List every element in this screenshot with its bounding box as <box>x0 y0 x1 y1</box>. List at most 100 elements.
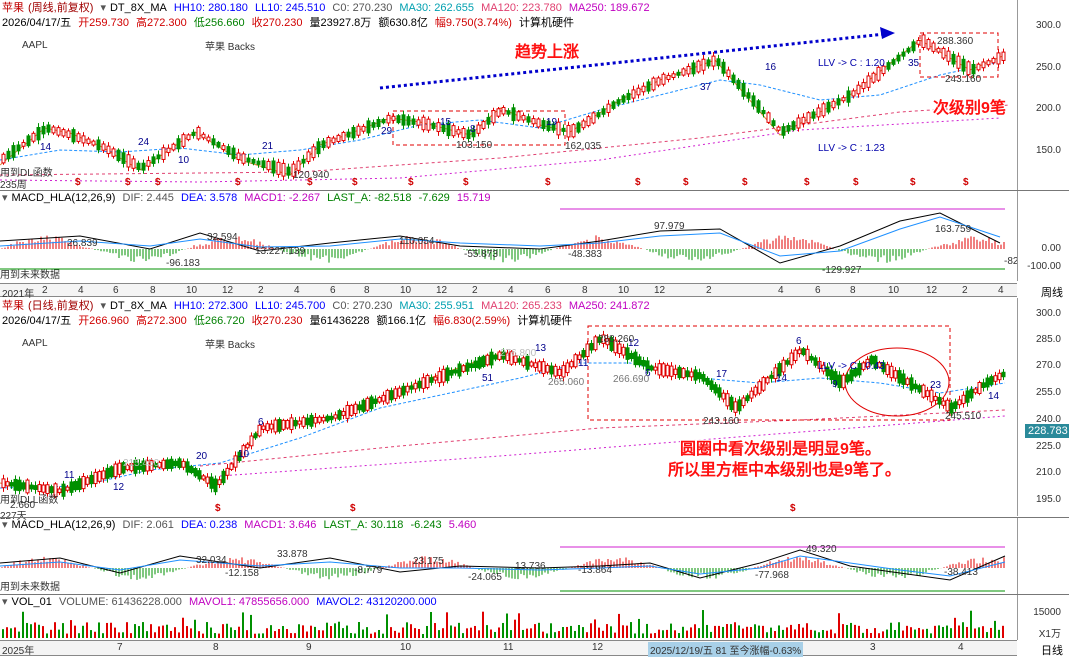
candle <box>31 132 36 142</box>
candle <box>381 394 386 402</box>
weekly-price-panel[interactable]: 苹果 (周线,前复权) ▾ DT_8X_MA HH10: 280.180 LL10:… <box>0 0 1069 191</box>
volume-bar <box>894 629 896 638</box>
volume-bar <box>58 629 60 638</box>
candle <box>817 360 822 369</box>
volume-bar <box>970 610 972 638</box>
candle <box>25 479 30 494</box>
dropdown-icon[interactable]: ▾ <box>2 519 8 531</box>
volume-bar <box>338 621 340 638</box>
y-tick: 285.0 <box>1035 334 1061 345</box>
candle <box>957 399 962 406</box>
candle <box>425 374 430 389</box>
candle <box>931 42 936 52</box>
daily-macd-axis[interactable] <box>1017 518 1069 594</box>
volume-bar <box>738 625 740 638</box>
volume-bar <box>290 633 292 638</box>
volume-bar <box>570 625 572 638</box>
candle <box>197 470 202 480</box>
candle <box>851 90 856 97</box>
dropdown-icon[interactable]: ▾ <box>2 596 8 608</box>
candle <box>261 425 266 430</box>
candle <box>57 488 62 493</box>
candle <box>211 138 216 146</box>
candle <box>451 125 456 137</box>
daily-price-panel[interactable]: 苹果 (日线,前复权) ▾ DT_8X_MA HH10: 272.300 LL10:… <box>0 298 1069 522</box>
y-tick: 255.0 <box>1035 387 1061 398</box>
daily-price-axis[interactable]: 300.0 285.0 270.0 255.0 240.0 225.0 210.… <box>1017 298 1069 516</box>
candle <box>326 137 331 148</box>
candle <box>769 374 774 379</box>
daily-macd-panel[interactable]: ▾ MACD_HLA(12,26,9) DIF: 2.061 DEA: 0.238… <box>0 518 1069 594</box>
daily-header-line1: 苹果 (日线,前复权) ▾ DT_8X_MA HH10: 272.300 LL10:… <box>2 300 650 312</box>
candle <box>229 463 234 470</box>
candle <box>826 101 831 113</box>
candle <box>285 420 290 429</box>
x-tick: 4 <box>508 285 514 296</box>
volume-bar <box>926 628 928 638</box>
candle <box>736 79 741 89</box>
candle <box>953 401 958 410</box>
candle <box>753 386 758 396</box>
candle <box>81 135 86 144</box>
candle <box>457 363 462 377</box>
candle <box>637 356 642 366</box>
secondary-level-note: 次级别9笔 <box>933 100 1006 117</box>
candle <box>173 460 178 467</box>
volume-bar <box>430 611 432 638</box>
weekly-macd-axis[interactable]: 0.00 -100.00 <box>1017 191 1069 281</box>
weekly-macd-panel[interactable]: ▾ MACD_HLA(12,26,9) DIF: 2.445 DEA: 3.578… <box>0 191 1069 281</box>
candle <box>305 417 310 426</box>
x-tick: 8 <box>850 285 856 296</box>
candle <box>297 420 302 425</box>
volume-bar <box>286 629 288 638</box>
weekly-period-label[interactable]: 周线 <box>1041 287 1063 299</box>
volume-axis[interactable]: 15000 X1万 <box>1017 595 1069 640</box>
dropdown-icon[interactable]: ▾ <box>100 300 106 312</box>
candle <box>565 362 570 374</box>
x-tick: 3 <box>870 642 876 653</box>
volume-bar <box>30 624 32 638</box>
candle <box>536 118 541 128</box>
weekly-time-axis[interactable]: 2021年 2 4 6 8 10 12 2 4 6 8 10 12 2 4 6 … <box>0 283 1017 300</box>
side-label-dll: 用到DLL函数 <box>0 495 59 506</box>
candle <box>441 124 446 133</box>
volume-bar <box>390 627 392 638</box>
daily-time-axis[interactable]: 2025年 7 8 9 10 11 12 2025/12/19/五 81 至今涨… <box>0 640 1017 657</box>
candle <box>873 355 878 369</box>
stroke-label: 35 <box>908 58 920 69</box>
candle <box>41 484 46 493</box>
weekly-candles <box>0 27 1011 183</box>
llv-label-2: LLV -> C : 1.23 <box>818 143 885 154</box>
candle <box>251 159 256 164</box>
candle <box>397 387 402 397</box>
volume-bar <box>674 630 676 638</box>
candle <box>281 162 286 177</box>
candle <box>781 126 786 136</box>
stroke-label: 20 <box>196 451 208 462</box>
candle <box>941 47 946 59</box>
candle <box>605 337 610 346</box>
candle <box>6 150 11 160</box>
y-tick: 300.0 <box>1035 20 1061 31</box>
volume-bar <box>158 626 160 638</box>
weekly-price-axis[interactable]: 300.0 250.0 200.0 150.0 <box>1017 0 1069 190</box>
candle <box>956 55 961 69</box>
candle <box>1001 371 1006 378</box>
volume-bar <box>418 629 420 638</box>
candle <box>49 486 54 494</box>
dropdown-icon[interactable]: ▾ <box>2 192 8 204</box>
candle <box>641 85 646 93</box>
volume-bar <box>378 629 380 638</box>
candle <box>413 382 418 390</box>
candle <box>641 359 646 367</box>
candle <box>941 400 946 406</box>
llv-label: LLV -> C : 0.43 <box>818 361 885 372</box>
volume-bar <box>546 633 548 638</box>
dropdown-icon[interactable]: ▾ <box>100 2 106 14</box>
volume-bar <box>866 628 868 638</box>
daily-volume-panel[interactable]: ▾ VOL_01 VOLUME: 61436228.000 MAVOL1: 478… <box>0 595 1069 640</box>
candle <box>505 352 510 362</box>
weekly-header-line2: 2026/04/17/五 开259.730 高272.300 低256.660 … <box>2 17 575 29</box>
daily-period-label[interactable]: 日线 <box>1041 645 1063 657</box>
volume-bar <box>982 626 984 638</box>
